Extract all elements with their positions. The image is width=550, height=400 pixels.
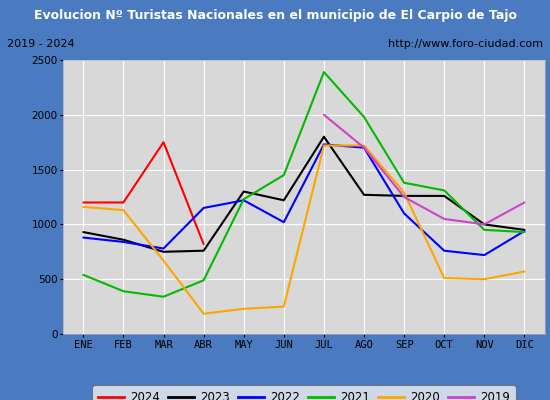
Legend: 2024, 2023, 2022, 2021, 2020, 2019: 2024, 2023, 2022, 2021, 2020, 2019 xyxy=(92,386,515,400)
Text: Evolucion Nº Turistas Nacionales en el municipio de El Carpio de Tajo: Evolucion Nº Turistas Nacionales en el m… xyxy=(34,8,516,22)
Text: http://www.foro-ciudad.com: http://www.foro-ciudad.com xyxy=(388,39,543,49)
Text: 2019 - 2024: 2019 - 2024 xyxy=(7,39,75,49)
